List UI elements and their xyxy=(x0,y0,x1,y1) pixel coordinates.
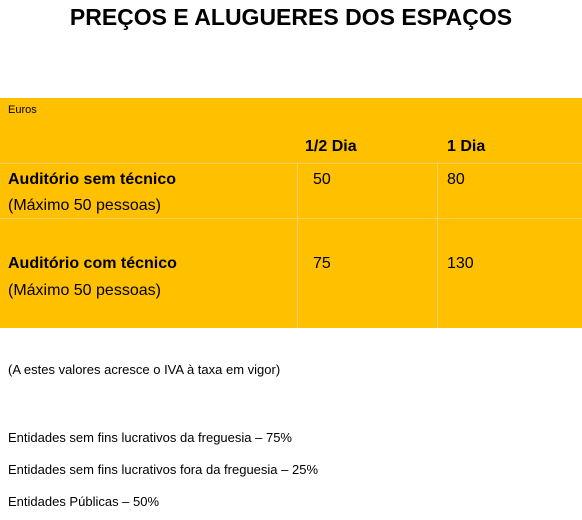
discount-line: Entidades Públicas – 50% xyxy=(8,494,160,509)
unit-label: Euros xyxy=(8,104,37,116)
row-name: Auditório sem técnico xyxy=(8,171,177,188)
page-title: PREÇOS E ALUGUERES DOS ESPAÇOS xyxy=(69,4,513,30)
price-cell: 75 xyxy=(313,255,331,272)
column-header: 1/2 Dia xyxy=(305,138,357,155)
discount-line: Entidades sem fins lucrativos da fregues… xyxy=(8,430,292,445)
price-table: Euros 1/2 Dia 1 Dia Auditório sem técnic… xyxy=(0,98,582,328)
row-note: (Máximo 50 pessoas) xyxy=(8,282,161,299)
column-divider xyxy=(297,163,298,328)
column-divider xyxy=(437,163,438,328)
price-cell: 50 xyxy=(313,171,331,188)
vat-note: (A estes valores acresce o IVA à taxa em… xyxy=(8,362,281,377)
price-cell: 130 xyxy=(447,255,474,272)
row-divider xyxy=(0,163,582,164)
row-name: Auditório com técnico xyxy=(8,255,177,272)
row-note: (Máximo 50 pessoas) xyxy=(8,197,161,214)
price-cell: 80 xyxy=(447,171,465,188)
column-header: 1 Dia xyxy=(447,138,486,155)
row-divider xyxy=(0,218,582,219)
discount-line: Entidades sem fins lucrativos fora da fr… xyxy=(8,462,319,477)
